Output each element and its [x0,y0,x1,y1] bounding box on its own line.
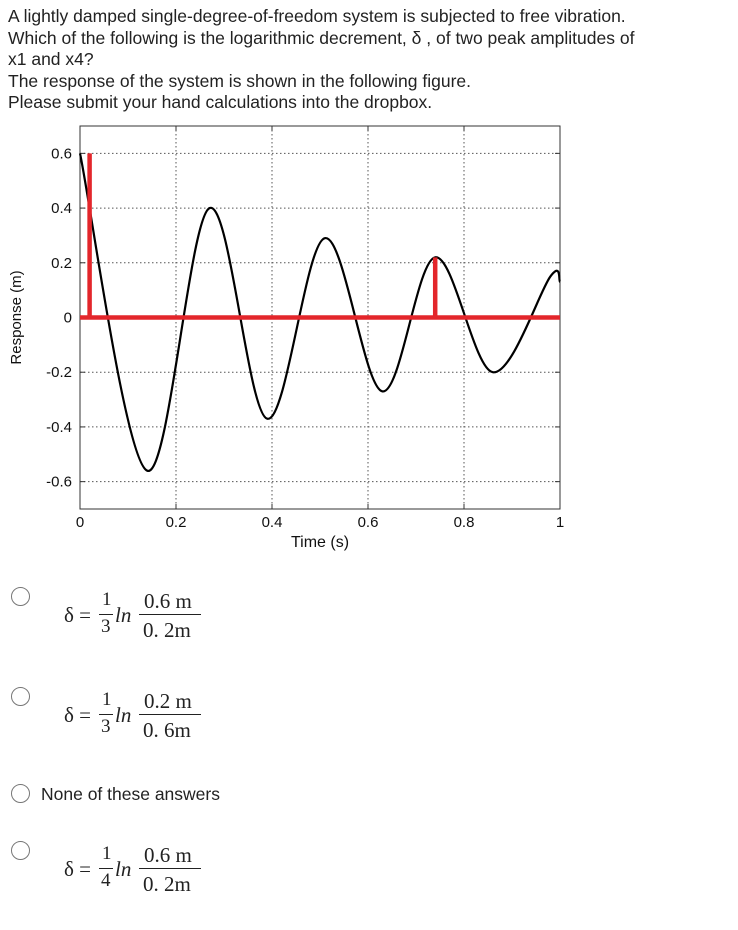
option-1-coef-bar [99,614,113,615]
option-4-coef-num: 1 [102,843,112,864]
option-3-label: None of these answers [41,784,220,804]
option-2-radio[interactable] [11,687,30,706]
option-3-radio[interactable] [11,784,30,803]
option-2-coef-den: 3 [101,716,111,737]
x-axis-label: Time (s) [291,534,349,551]
option-2-numerator: 0.2 m [144,689,192,713]
y-axis-label: Response (m) [8,270,25,364]
y-tick-label: -0.2 [46,364,72,381]
x-tick-label: 0.8 [454,514,475,531]
option-4-delta: δ = [64,857,91,881]
y-tick-label: 0.6 [51,145,72,162]
option-1-delta: δ = [64,603,91,627]
response-curve [78,153,562,472]
option-1[interactable]: δ = 1 3 ln 0.6 m 0. 2m [0,578,738,658]
option-2-coef-num: 1 [102,689,112,710]
option-3[interactable]: None of these answers [0,782,738,806]
option-2-fraction-bar [139,714,201,715]
option-2[interactable]: δ = 1 3 ln 0.2 m 0. 6m [0,678,738,758]
option-1-radio[interactable] [11,587,30,606]
x-tick-label: 0.4 [262,514,283,531]
question-text: A lightly damped single-degree-of-freedo… [8,6,728,114]
option-4-coef-den: 4 [101,870,111,891]
question-line: Please submit your hand calculations int… [8,92,433,113]
y-tick-label: -0.6 [46,474,72,491]
x-tick-label: 0.6 [358,514,379,531]
option-4[interactable]: δ = 1 4 ln 0.6 m 0. 2m [0,832,738,912]
response-plot: 0 0.2 0.4 0.6 0.8 1 0.6 0.4 0.2 0 -0.2 -0.4 -0.6 Time… [8,125,564,551]
y-tick-label: 0 [64,310,72,327]
y-tick-label: 0.4 [51,200,72,217]
option-2-coef-bar [99,714,113,715]
y-tick-label: 0.2 [51,255,72,272]
x-tick-label: 0.2 [166,514,187,531]
option-1-numerator: 0.6 m [144,589,192,613]
question-line: A lightly damped single-degree-of-freedo… [8,6,626,26]
question-line: x1 and x4? [8,49,94,70]
question-line: The response of the system is shown in t… [8,70,472,91]
option-1-denominator: 0. 2m [143,618,191,642]
option-4-fraction-bar [139,868,201,869]
x-tick-label: 1 [556,514,564,531]
option-2-ln: ln [115,703,132,727]
x-tick-label: 0 [76,514,84,531]
option-2-denominator: 0. 6m [143,718,191,742]
option-4-numerator: 0.6 m [144,843,192,867]
option-4-coef-bar [99,868,113,869]
question-line: Which of the following is the logarithmi… [8,27,635,48]
option-1-fraction-bar [139,614,201,615]
option-4-denominator: 0. 2m [143,872,191,896]
option-1-coef-num: 1 [102,589,112,610]
option-4-radio[interactable] [11,841,30,860]
option-2-delta: δ = [64,703,91,727]
option-1-coef-den: 3 [101,616,111,637]
y-tick-label: -0.4 [46,419,72,436]
option-4-ln: ln [115,857,132,881]
option-1-ln: ln [115,603,132,627]
